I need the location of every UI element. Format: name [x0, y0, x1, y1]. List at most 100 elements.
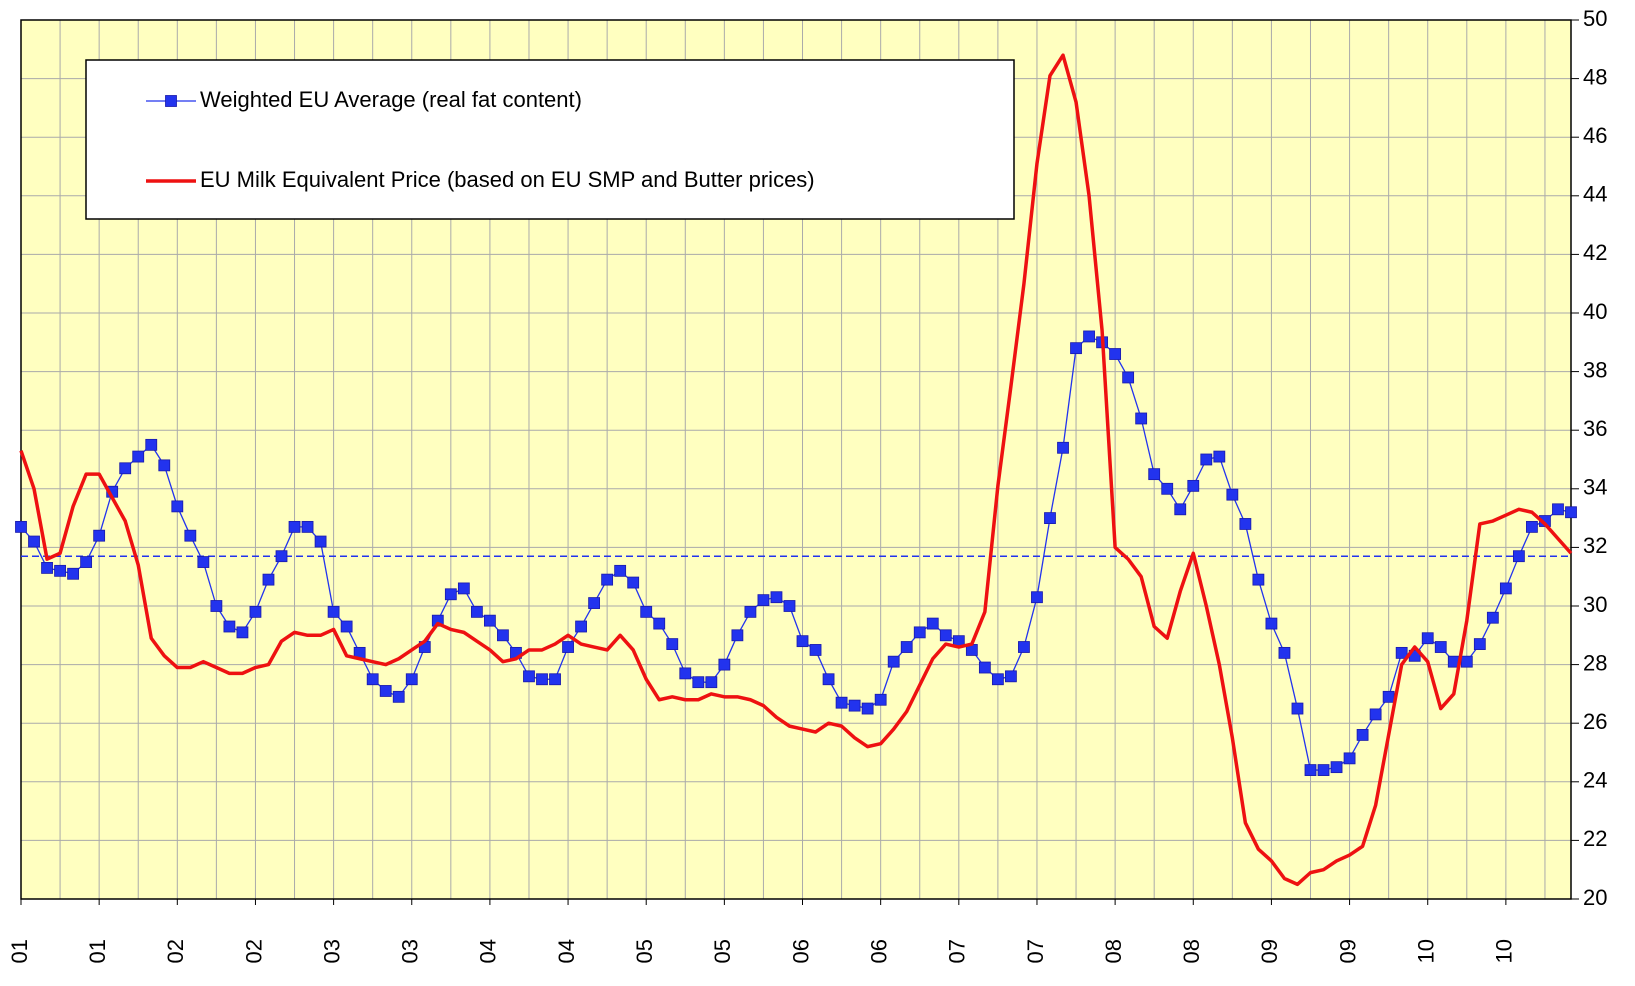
point-marker [1499, 582, 1512, 595]
point-marker [223, 620, 236, 633]
point-marker [809, 644, 822, 656]
point-marker [796, 635, 809, 648]
x-tick-label: 05 [710, 939, 735, 963]
y-tick-label: 50 [1583, 6, 1607, 31]
point-marker [1135, 412, 1148, 425]
point-marker [1005, 670, 1017, 683]
y-tick-label: 48 [1583, 64, 1607, 89]
point-marker [679, 667, 692, 680]
x-tick-label: 07 [945, 939, 970, 963]
y-tick-label: 20 [1583, 885, 1607, 910]
point-marker [145, 438, 158, 451]
point-marker [536, 673, 548, 686]
point-marker [497, 629, 509, 642]
point-marker [1434, 641, 1447, 653]
legend-label: EU Milk Equivalent Price (based on EU SM… [200, 167, 815, 192]
point-marker [1226, 488, 1239, 501]
y-tick-label: 28 [1583, 650, 1607, 675]
point-marker [28, 535, 40, 548]
point-marker [54, 564, 66, 577]
point-marker [770, 591, 783, 604]
x-tick-label: 09 [1335, 939, 1360, 963]
point-marker [913, 626, 926, 639]
point-marker [41, 562, 53, 574]
point-marker [184, 529, 197, 542]
x-tick-label: 03 [319, 939, 344, 963]
point-marker [601, 573, 614, 586]
y-tick-label: 22 [1583, 826, 1607, 851]
point-marker [288, 520, 301, 533]
x-tick-label: 03 [398, 939, 423, 963]
point-marker [1044, 512, 1056, 524]
point-marker [588, 597, 601, 609]
point-marker [1174, 503, 1187, 516]
point-marker [340, 620, 353, 633]
y-tick-label: 40 [1583, 299, 1607, 324]
point-marker [653, 617, 666, 630]
point-marker [939, 629, 952, 642]
point-marker [249, 605, 262, 618]
point-marker [1304, 764, 1317, 776]
point-marker [562, 641, 574, 653]
point-marker [1161, 482, 1174, 495]
y-tick-label: 42 [1583, 240, 1607, 265]
point-marker [991, 673, 1004, 686]
point-marker [1526, 520, 1538, 533]
point-marker [822, 673, 835, 686]
point-marker [1552, 503, 1564, 516]
x-tick-label: 01 [7, 939, 32, 963]
y-tick-label: 38 [1583, 357, 1607, 382]
point-marker [327, 605, 340, 618]
point-marker [392, 690, 405, 703]
y-tick-label: 24 [1583, 768, 1607, 793]
point-marker [1265, 617, 1278, 630]
plot-frame [20, 19, 1572, 900]
point-marker [80, 556, 93, 568]
point-marker [119, 462, 132, 475]
point-marker [666, 638, 679, 650]
point-marker [887, 655, 900, 668]
point-marker [783, 600, 796, 612]
point-marker [1460, 655, 1473, 668]
point-marker [757, 594, 770, 607]
point-marker [1122, 371, 1135, 384]
point-marker [301, 520, 314, 533]
point-marker [1187, 479, 1200, 492]
point-marker [470, 605, 483, 618]
y-tick-label: 34 [1583, 475, 1607, 500]
point-marker [731, 629, 744, 642]
point-marker [132, 450, 145, 463]
point-marker [1512, 550, 1525, 563]
point-marker [549, 673, 561, 686]
point-marker [1109, 348, 1122, 360]
y-tick-label: 26 [1583, 709, 1607, 734]
point-marker [444, 588, 457, 601]
point-marker [1252, 573, 1265, 586]
point-marker [861, 702, 874, 715]
y-tick-label: 44 [1583, 182, 1607, 207]
y-tick-label: 36 [1583, 416, 1607, 441]
point-marker [1565, 506, 1577, 519]
point-marker [900, 641, 913, 653]
point-marker [1057, 441, 1069, 454]
x-tick-label: 04 [554, 939, 579, 963]
point-marker [1343, 752, 1356, 765]
point-marker [1018, 641, 1030, 653]
point-marker [1369, 708, 1382, 721]
point-marker [457, 582, 470, 595]
legend-box [85, 59, 1015, 220]
point-marker [523, 670, 535, 683]
point-marker [692, 676, 705, 689]
x-tick-label: 10 [1492, 939, 1517, 963]
point-marker [1473, 638, 1486, 650]
x-tick-label: 02 [241, 939, 266, 963]
x-tick-label: 02 [163, 939, 188, 963]
point-marker [1382, 690, 1395, 703]
point-marker [1330, 761, 1343, 774]
point-marker [744, 605, 757, 618]
point-marker [1148, 468, 1161, 481]
point-marker [379, 685, 392, 697]
point-marker [314, 535, 327, 548]
point-marker [197, 556, 210, 568]
point-marker [1486, 611, 1499, 624]
